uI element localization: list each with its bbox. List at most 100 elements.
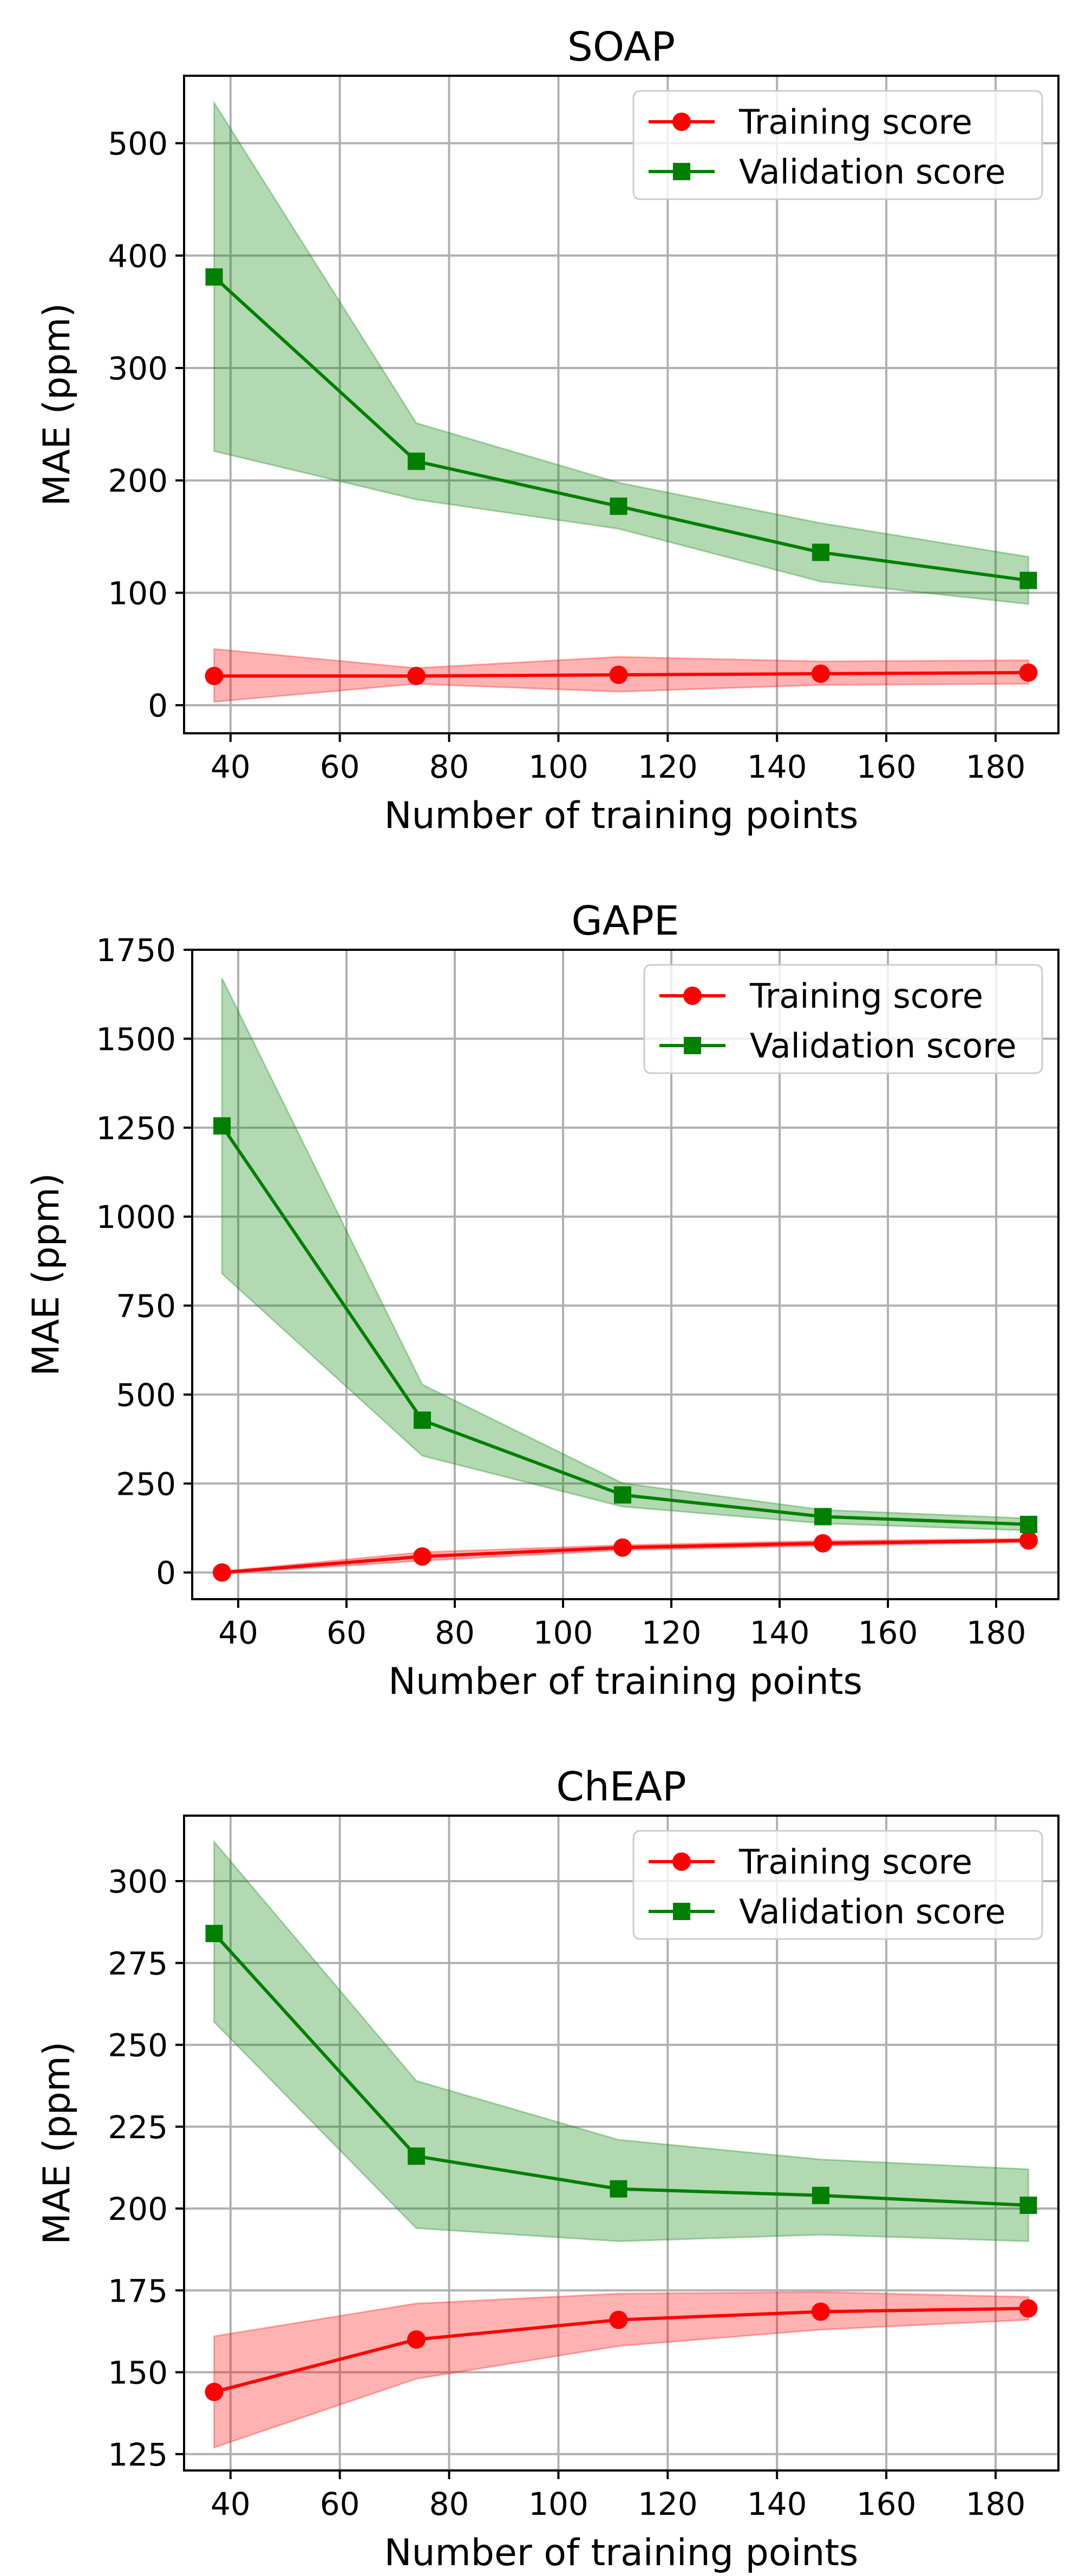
x-tick-label: 40: [211, 2486, 251, 2522]
y-tick-label: 175: [108, 2272, 168, 2309]
data-point-training: [205, 667, 224, 686]
y-tick-label: 300: [108, 350, 168, 387]
legend-label-validation: Validation score: [739, 1892, 1005, 1931]
x-axis-label: Number of training points: [384, 2532, 859, 2574]
y-tick-label: 1250: [96, 1110, 176, 1147]
x-tick-label: 120: [638, 2486, 698, 2522]
legend-marker-validation: [673, 1903, 690, 1920]
y-tick-label: 225: [108, 2109, 168, 2146]
data-point-training: [609, 666, 628, 684]
data-point-validation: [614, 1486, 631, 1504]
x-tick-label: 180: [966, 1614, 1026, 1651]
chart-title: SOAP: [567, 24, 675, 70]
y-axis-label: MAE (ppm): [36, 2041, 79, 2244]
x-tick-label: 60: [320, 2486, 360, 2522]
plot-area: [205, 1839, 1038, 2449]
x-tick-label: 180: [966, 748, 1026, 785]
x-tick-label: 80: [435, 1614, 475, 1651]
x-tick-label: 160: [856, 748, 917, 785]
legend-box: [632, 90, 1043, 200]
data-point-training: [413, 1547, 431, 1566]
y-tick-label: 200: [108, 463, 168, 500]
data-point-training: [407, 2330, 426, 2349]
x-tick-label: 100: [533, 1614, 593, 1651]
y-tick-label: 750: [116, 1288, 176, 1325]
data-point-validation: [610, 497, 627, 515]
chart-panel-gape: 40 60 80 100 120 140 160 180 0 250 500 750 1000 1250 1…: [25, 898, 1060, 1703]
y-tick-label: 100: [108, 575, 168, 612]
y-axis-label: MAE (ppm): [36, 303, 79, 506]
plot-area: [205, 100, 1038, 703]
y-tick-label: 500: [108, 126, 168, 162]
data-point-validation: [205, 1924, 223, 1942]
data-point-validation: [610, 2180, 627, 2198]
x-tick-label: 60: [326, 1614, 367, 1651]
data-point-validation: [812, 543, 829, 561]
y-tick-label: 275: [108, 1945, 168, 1982]
legend-label-training: Training score: [738, 1842, 972, 1882]
y-tick-label: 300: [108, 1863, 168, 1900]
y-tick-label: 400: [108, 238, 168, 274]
y-tick-label: 125: [108, 2436, 168, 2473]
y-tick-label: 0: [148, 687, 168, 724]
x-tick-label: 140: [750, 1614, 810, 1651]
legend: Training score Validation score: [643, 964, 1043, 1074]
data-point-training: [613, 1538, 632, 1557]
data-point-validation: [407, 452, 425, 470]
data-point-training: [213, 1563, 231, 1582]
legend-label-validation: Validation score: [750, 1026, 1016, 1066]
legend-box: [643, 964, 1043, 1074]
data-point-training: [811, 2302, 830, 2321]
std-band-validation: [213, 100, 1029, 605]
x-tick-label: 160: [856, 2486, 917, 2522]
chart-title: ChEAP: [556, 1764, 686, 1810]
legend-label-validation: Validation score: [739, 152, 1005, 192]
legend-marker-training: [683, 987, 702, 1005]
data-point-training: [1019, 2299, 1038, 2318]
data-point-validation: [407, 2147, 425, 2165]
data-point-validation: [213, 1117, 231, 1135]
data-point-training: [205, 2382, 224, 2401]
y-tick-label: 250: [116, 1466, 176, 1502]
x-tick-label: 100: [528, 2486, 588, 2522]
data-point-training: [407, 667, 426, 686]
x-axis-label: Number of training points: [388, 1660, 862, 1703]
x-axis-label: Number of training points: [384, 794, 859, 837]
x-tick-label: 40: [218, 1614, 258, 1651]
data-point-training: [609, 2310, 628, 2329]
legend-marker-validation: [684, 1037, 701, 1054]
y-tick-label: 0: [156, 1555, 176, 1592]
data-point-validation: [1019, 2196, 1037, 2214]
axes-frame: [183, 1815, 1060, 2472]
y-tick-label: 1750: [96, 932, 176, 969]
x-tick-label: 40: [211, 748, 251, 785]
chart-panel-soap: 40 60 80 100 120 140 160 180 0 100 200 300 400 500 SOA…: [36, 24, 1060, 837]
x-tick-label: 180: [966, 2486, 1026, 2522]
axes-frame: [183, 75, 1060, 734]
x-tick-label: 120: [638, 748, 698, 785]
x-tick-label: 160: [858, 1614, 918, 1651]
x-tick-label: 100: [528, 748, 588, 785]
axes-frame: [191, 949, 1060, 1600]
legend-marker-validation: [673, 163, 690, 180]
plot-area: [213, 977, 1038, 1582]
chart-title: GAPE: [571, 898, 679, 944]
y-tick-label: 250: [108, 2027, 168, 2064]
legend-label-training: Training score: [738, 102, 972, 142]
chart-panel-cheap: 40 60 80 100 120 140 160 180 125 150 175 200 225 250 2…: [36, 1764, 1060, 2574]
x-tick-label: 120: [642, 1614, 702, 1651]
x-tick-label: 80: [429, 748, 469, 785]
data-point-validation: [814, 1508, 832, 1526]
data-point-validation: [812, 2186, 829, 2204]
y-tick-label: 1500: [96, 1021, 176, 1057]
y-tick-label: 500: [116, 1377, 176, 1414]
data-point-training: [811, 664, 830, 683]
data-point-validation: [205, 268, 223, 286]
y-tick-label: 200: [108, 2191, 168, 2227]
data-point-validation: [1019, 571, 1037, 589]
legend-box: [632, 1830, 1043, 1940]
data-point-training: [814, 1534, 832, 1553]
x-tick-label: 80: [429, 2486, 469, 2522]
